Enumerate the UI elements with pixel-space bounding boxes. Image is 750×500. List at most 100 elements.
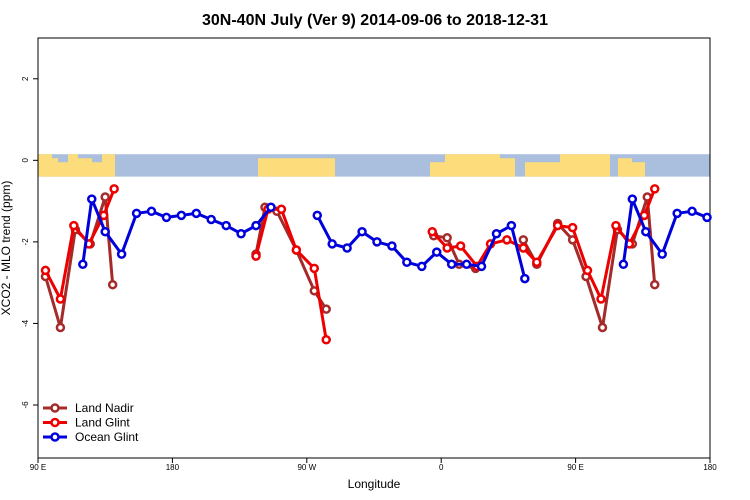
data-point [251,251,261,261]
data-point [206,214,216,225]
data-point [611,220,621,231]
data-point [309,263,320,274]
data-point [455,241,466,251]
data-point [131,208,142,219]
data-point [372,237,382,247]
x-tick-label: 180 [166,463,180,472]
land-shape [258,158,335,177]
legend-label: Land Nadir [75,401,134,415]
x-tick-label: 180 [703,463,717,472]
data-point [567,222,578,233]
y-axis: 2 0 -2 -4 -6 [21,76,38,409]
land-shape [38,154,52,177]
data-point [552,220,563,231]
data-point [98,210,109,221]
data-point [639,210,650,221]
land-shape [78,158,92,177]
data-point [618,259,629,270]
data-point [417,261,427,272]
data-point [78,259,88,270]
land-shape [618,158,632,177]
data-point [431,247,442,257]
data-point [461,259,472,270]
data-point [427,226,437,237]
legend-marker [50,432,60,442]
x-tick-label: 0 [439,463,444,472]
land-shape [500,158,515,177]
data-point [387,241,397,251]
data-point [627,194,638,204]
data-point [446,259,457,270]
data-point [342,243,352,253]
data-point [402,257,412,268]
series-line [254,207,328,340]
y-tick-label: 2 [21,76,30,81]
series-land-glint [40,184,660,345]
data-point [518,235,529,245]
y-tick-label: 0 [21,158,30,163]
data-point [506,220,517,231]
x-tick-label: 90 E [567,463,583,472]
plot-frame [37,37,711,459]
data-point [597,322,608,333]
data-point [276,204,287,215]
data-point [55,294,66,304]
land-shape [430,162,445,177]
data-point [442,243,452,253]
data-point [236,228,246,239]
series-layer [40,184,712,345]
data-point [321,334,331,345]
land-shape [525,162,560,177]
y-tick-label: -6 [21,401,30,409]
series-ocean-glint [78,194,712,284]
data-point [321,304,331,314]
legend-label: Ocean Glint [75,430,139,444]
data-point [69,220,79,231]
land-shape [445,154,500,177]
land-shape [92,162,102,177]
data-point [657,249,667,259]
map-band [38,154,710,177]
series-line [431,188,657,301]
data-point [55,322,66,333]
data-point [596,294,606,304]
data-point [221,220,231,231]
data-point [672,208,682,219]
data-point [100,192,110,202]
data-point [687,206,697,217]
land-shape [58,162,68,177]
chart-title: 30N-40N July (Ver 9) 2014-09-06 to 2018-… [202,12,548,29]
data-point [40,265,51,276]
data-point [641,226,651,237]
data-point [476,261,487,272]
data-point [442,233,452,243]
data-point [191,208,202,219]
data-point [491,228,502,239]
data-point [532,257,542,268]
x-tick-label: 90 W [297,463,316,472]
y-tick-label: -2 [21,238,30,246]
data-point [520,273,530,284]
data-point [291,245,302,255]
x-axis-label: Longitude [348,477,401,491]
land-shape [632,162,645,177]
x-tick-label: 90 E [30,463,46,472]
data-point [87,194,97,204]
data-point [100,226,110,237]
data-point [327,239,337,249]
series-line [521,195,657,329]
data-point [357,226,367,237]
data-point [649,279,660,290]
data-point [312,210,323,221]
land-shape [68,154,78,177]
land-shape [102,154,115,177]
data-point [518,243,529,253]
land-shape [560,154,610,177]
legend-marker [50,417,60,428]
y-tick-label: -4 [21,319,30,327]
legend-marker [50,403,60,413]
land-shape [52,158,58,177]
data-point [702,212,712,223]
data-point [582,265,593,276]
